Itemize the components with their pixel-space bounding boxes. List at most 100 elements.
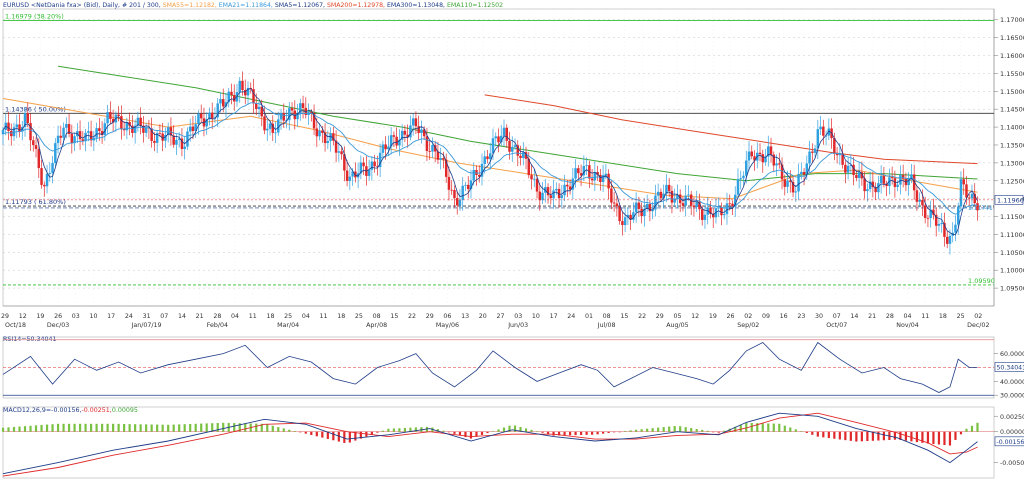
candle-body [962,179,965,185]
candle-body [656,191,660,196]
candle-body [428,150,431,152]
time-tick-label: 22 [408,313,416,320]
macd-histogram-bar [12,426,16,432]
candle-body [717,207,720,209]
candle-body [618,206,621,222]
candle-body [610,188,613,203]
time-tick-label: 13 [461,313,469,320]
time-tick-label: 09 [762,313,770,320]
macd-histogram-bar [701,429,704,432]
macd-label-part-2: 0.00095 [112,407,138,414]
macd-histogram-bar [822,431,825,438]
macd-histogram-bar [568,431,572,436]
candle-body [296,113,299,120]
macd-histogram-bar [343,431,346,443]
candle-body [172,135,175,145]
macd-histogram-bar [893,431,896,440]
candle-body [574,168,577,179]
macd-histogram-bar [646,428,649,432]
candle-body [323,132,327,144]
candle-body [7,122,10,131]
sma200-line [484,94,978,165]
level-label: 1.09590 [968,277,995,285]
time-tick-label: 04 [231,313,239,320]
candle-body [764,156,767,163]
macd-histogram-bar [7,427,10,432]
macd-histogram-bar [40,424,43,432]
candle-body [508,140,511,152]
macd-histogram-bar [95,423,98,432]
candle-body [411,118,415,126]
candle-body [337,151,341,153]
candle-body [23,113,27,127]
macd-histogram-bar [794,429,797,432]
candle-body [288,108,291,121]
macd-histogram-bar [574,431,577,436]
macd-label: MACD12,26,9=-0.00156,-0.00251,0.00095 [3,407,138,414]
time-tick-label: 22 [638,313,646,320]
candle-body [10,130,13,137]
candle-body [522,152,525,158]
rsi-axis-label: 60.00000 [1000,351,1024,358]
macd-panel-frame [2,406,995,479]
candle-body [552,190,555,199]
candle-body [464,184,467,186]
indicator-label-4: EMA300=1.13048, [387,2,447,9]
price-axis-label: 1.16500 [1000,34,1024,42]
candle-body [444,159,448,177]
macd-histogram-bar [552,431,555,436]
price-axis-label: 1.14000 [1000,124,1024,132]
macd-histogram-bar [310,431,313,435]
macd-histogram-bar [293,431,296,432]
month-label: Oct/07 [826,322,847,329]
macd-histogram-bar [491,431,495,432]
macd-histogram-bar [519,426,522,432]
candle-body [692,205,696,208]
candle-body [480,163,484,177]
macd-histogram-bar [277,427,280,432]
candle-body [186,131,189,147]
candle-body [687,194,690,196]
time-tick-label: 07 [833,313,841,320]
macd-histogram-bar [706,430,709,432]
time-tick-label: 25 [957,313,965,320]
time-tick-label: 29 [1,313,9,320]
candle-body [797,174,800,192]
candle-body [722,214,726,216]
macd-histogram-bar [679,426,682,432]
candle-body [87,131,90,133]
candle-body [541,192,544,201]
candle-body [910,174,913,179]
candle-body [811,151,814,153]
candle-body [767,146,770,157]
candle-body [874,187,877,193]
candle-body [431,145,434,152]
candle-body [205,119,208,127]
macd-histogram-bar [657,427,660,432]
macd-histogram-bar [750,422,753,432]
candle-body [183,146,186,150]
macd-histogram-bar [67,423,71,432]
candle-body [695,201,698,208]
macd-histogram-bar [860,431,863,442]
indicator-label-0: SMA55=1.12182, [163,2,219,9]
macd-histogram-bar [739,424,742,432]
macd-histogram-bar [833,431,836,439]
candle-body [645,204,649,209]
candle-body [940,222,943,225]
candle-body [279,113,283,120]
macd-histogram-bar [398,428,401,432]
month-label: Jun/03 [507,322,528,329]
candle-body [70,133,74,144]
main-panel-frame [2,8,995,307]
time-tick-label: 02 [744,313,752,320]
candle-body [833,138,836,154]
time-tick-label: 21 [196,313,204,320]
macd-histogram-bar [541,431,544,433]
candle-body [359,162,363,174]
candle-body [786,180,789,187]
time-tick-label: 17 [107,313,115,320]
candle-body [794,191,798,193]
candle-body [318,130,321,137]
